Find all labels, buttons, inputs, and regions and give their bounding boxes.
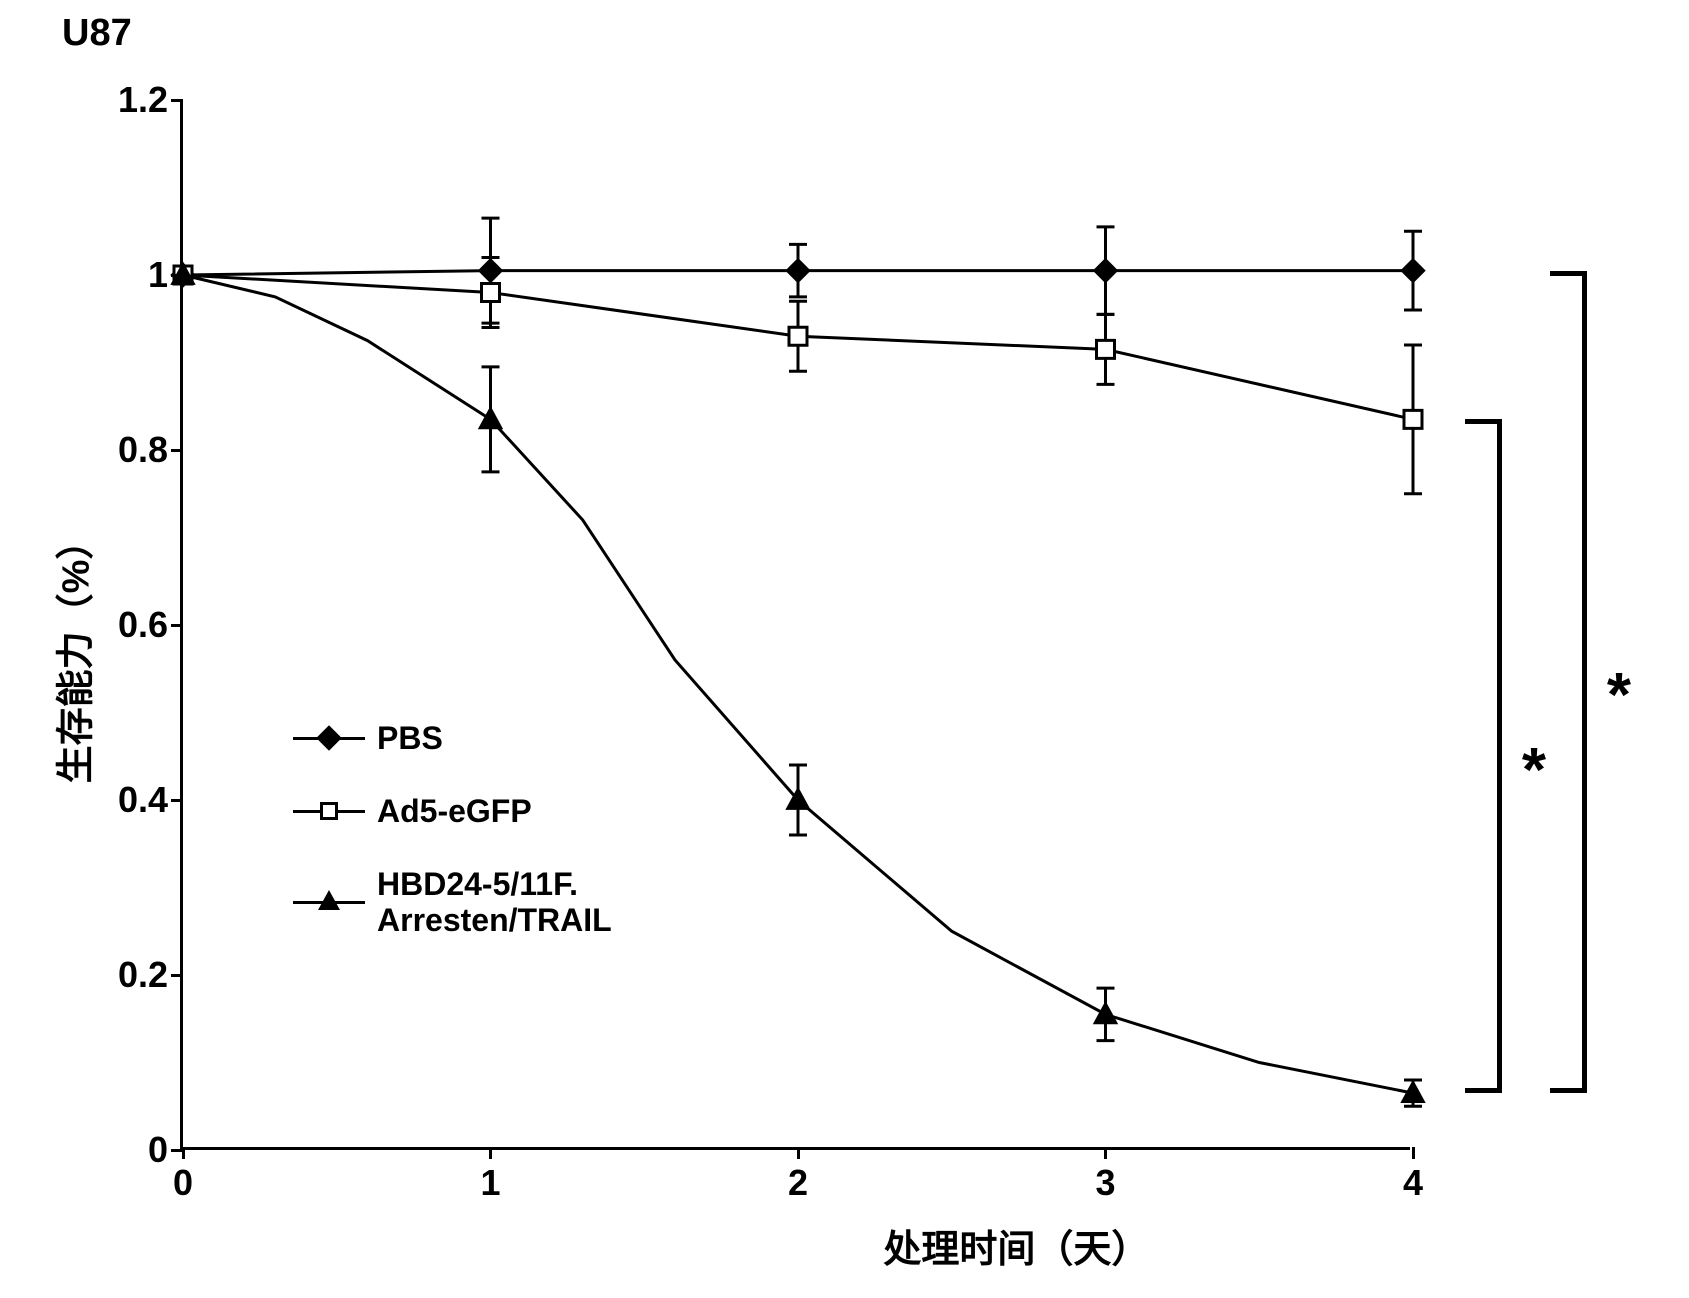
data-marker [789,327,807,345]
significance-bracket [1555,271,1587,1094]
chart-title: U87 [62,12,132,55]
significance-bracket [1470,419,1502,1093]
data-marker [1097,340,1115,358]
y-tick-label: 0.6 [93,604,168,646]
diamond-icon [316,726,341,751]
legend-label: Ad5-eGFP [377,793,532,830]
y-tick-label: 1 [93,254,168,296]
x-tick-mark [1104,1147,1107,1159]
y-axis-label: 生存能力（%） [45,522,100,784]
y-tick-label: 0.8 [93,429,168,471]
data-marker [1093,1001,1118,1024]
data-marker [478,406,503,429]
x-tick-label: 3 [1095,1162,1115,1204]
data-marker [1093,258,1118,283]
y-tick-label: 0.4 [93,779,168,821]
y-tick-label: 1.2 [93,79,168,121]
y-tick-mark [171,974,183,977]
triangle-icon [318,890,340,910]
x-tick-label: 4 [1403,1162,1423,1204]
significance-asterisk: * [1522,735,1546,806]
data-marker [1404,410,1422,428]
y-tick-mark [171,799,183,802]
x-axis-label: 处理时间（天） [883,1218,1149,1273]
x-tick-label: 1 [480,1162,500,1204]
legend: PBS Ad5-eGFP HBD24-5/11F.Arresten/TRAIL [293,720,612,975]
y-tick-mark [171,99,183,102]
x-tick-mark [1412,1147,1415,1159]
legend-item: PBS [293,720,612,757]
x-tick-mark [797,1147,800,1159]
x-tick-mark [182,1147,185,1159]
y-tick-mark [171,274,183,277]
x-tick-mark [489,1147,492,1159]
plot-area: 00.20.40.60.811.2 PBSAd5-eGFPHBD24-5/11F… [180,100,1410,1150]
legend-item: Ad5-eGFP [293,793,612,830]
y-tick-label: 0.2 [93,954,168,996]
legend-label: HBD24-5/11F.Arresten/TRAIL [377,866,612,940]
x-tick-label: 2 [788,1162,808,1204]
data-marker [482,284,500,302]
y-tick-mark [171,449,183,452]
y-tick-mark [171,624,183,627]
legend-label: PBS [377,720,443,757]
y-tick-label: 0 [93,1129,168,1171]
legend-item: HBD24-5/11F.Arresten/TRAIL [293,866,612,940]
chart-lines [183,100,1413,1150]
x-tick-label: 0 [173,1162,193,1204]
data-marker [1400,258,1425,283]
square-icon [320,802,338,820]
significance-asterisk: * [1607,660,1631,731]
data-marker [785,258,810,283]
